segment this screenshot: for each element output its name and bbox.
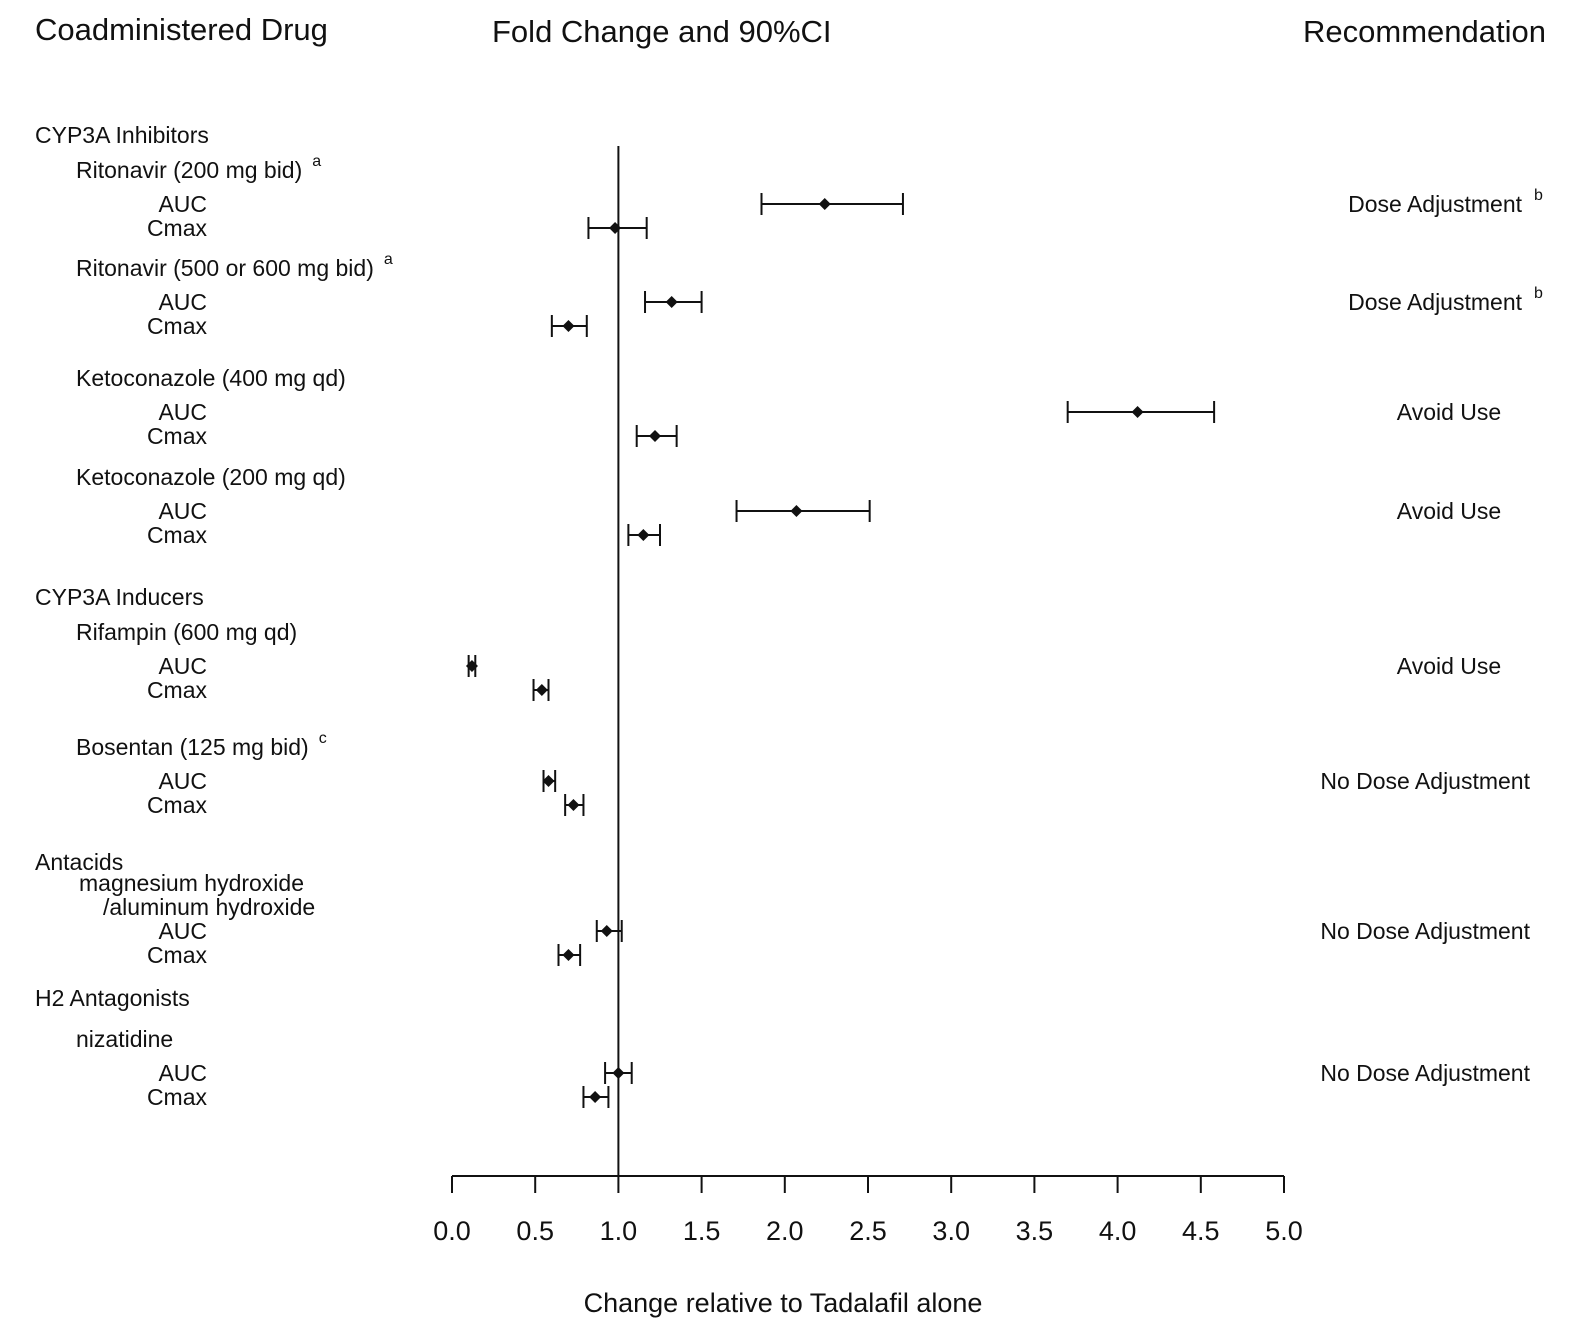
drug-label-line2: /aluminum hydroxide	[103, 894, 315, 920]
drug-label: nizatidine	[76, 1026, 173, 1052]
point-estimate	[1131, 406, 1144, 418]
recommendation-label: No Dose Adjustment	[1320, 918, 1530, 944]
recommendation-label: Dose Adjustment	[1348, 289, 1522, 315]
measure-label: Cmax	[147, 792, 208, 818]
measure-label: Cmax	[147, 942, 208, 968]
point-estimate	[589, 1091, 602, 1103]
point-estimate	[535, 684, 548, 696]
measure-label: AUC	[158, 498, 207, 524]
x-tick-label: 4.0	[1099, 1216, 1137, 1246]
x-tick-label: 3.0	[932, 1216, 970, 1246]
measure-label: Cmax	[147, 313, 208, 339]
recommendation-label: No Dose Adjustment	[1320, 768, 1530, 794]
point-estimate	[562, 949, 575, 961]
point-estimate	[600, 925, 613, 937]
x-tick-label: 0.0	[433, 1216, 471, 1246]
header-recommendation: Recommendation	[1303, 14, 1546, 49]
x-tick-label: 2.0	[766, 1216, 804, 1246]
measure-label: Cmax	[147, 423, 208, 449]
group-label: Antacids	[35, 849, 123, 875]
x-axis-label: Change relative to Tadalafil alone	[584, 1288, 983, 1318]
x-axis: 0.0 0.5 1.0 1.5 2.0 2.5 3.0 3.5 4.0 4.5 5.0	[433, 1175, 1303, 1246]
x-tick-label: 3.5	[1016, 1216, 1054, 1246]
recommendation-label: Avoid Use	[1397, 498, 1501, 524]
drug-footnote-marker: c	[319, 730, 327, 747]
point-estimate	[818, 198, 831, 210]
x-tick-label: 2.5	[849, 1216, 887, 1246]
x-tick-label: 1.5	[683, 1216, 721, 1246]
header-fold-change: Fold Change and 90%CI	[492, 14, 832, 49]
drug-label: Bosentan (125 mg bid)	[76, 734, 309, 760]
recommendation-label: Avoid Use	[1397, 399, 1501, 425]
measure-label: Cmax	[147, 677, 208, 703]
drug-label: Ritonavir (500 or 600 mg bid)	[76, 255, 374, 281]
point-estimate	[465, 660, 478, 672]
drug-footnote-marker: a	[384, 251, 393, 268]
measure-label: AUC	[158, 191, 207, 217]
point-estimate	[665, 296, 678, 308]
measure-label: AUC	[158, 399, 207, 425]
x-tick-label: 0.5	[516, 1216, 554, 1246]
group-label: H2 Antagonists	[35, 985, 190, 1011]
point-estimate	[790, 505, 803, 517]
recommendation-label: Dose Adjustment	[1348, 191, 1522, 217]
drug-footnote-marker: a	[312, 153, 321, 170]
recommendation-footnote-marker: b	[1534, 285, 1543, 302]
point-estimate	[567, 799, 580, 811]
measure-label: AUC	[158, 1060, 207, 1086]
x-tick-label: 5.0	[1265, 1216, 1303, 1246]
header-coadministered-drug: Coadministered Drug	[35, 12, 328, 47]
measure-label: AUC	[158, 768, 207, 794]
drug-label: Ketoconazole (200 mg qd)	[76, 464, 346, 490]
point-estimate	[562, 320, 575, 332]
measure-label: Cmax	[147, 522, 208, 548]
group-label: CYP3A Inducers	[35, 584, 204, 610]
drug-label: magnesium hydroxide	[79, 870, 304, 896]
recommendation-label: No Dose Adjustment	[1320, 1060, 1530, 1086]
drug-label: Ritonavir (200 mg bid)	[76, 157, 302, 183]
measure-label: Cmax	[147, 215, 208, 241]
x-tick-label: 4.5	[1182, 1216, 1220, 1246]
recommendation-footnote-marker: b	[1534, 187, 1543, 204]
recommendation-label: Avoid Use	[1397, 653, 1501, 679]
measure-label: Cmax	[147, 1084, 208, 1110]
point-estimate	[637, 529, 650, 541]
forest-rows: CYP3A Inhibitors Ritonavir (200 mg bid) a A…	[35, 122, 1543, 1110]
drug-label: Rifampin (600 mg qd)	[76, 619, 297, 645]
measure-label: AUC	[158, 289, 207, 315]
group-label: CYP3A Inhibitors	[35, 122, 209, 148]
measure-label: AUC	[158, 653, 207, 679]
point-estimate	[542, 775, 555, 787]
drug-label: Ketoconazole (400 mg qd)	[76, 365, 346, 391]
x-tick-label: 1.0	[600, 1216, 638, 1246]
point-estimate	[649, 430, 662, 442]
measure-label: AUC	[158, 918, 207, 944]
